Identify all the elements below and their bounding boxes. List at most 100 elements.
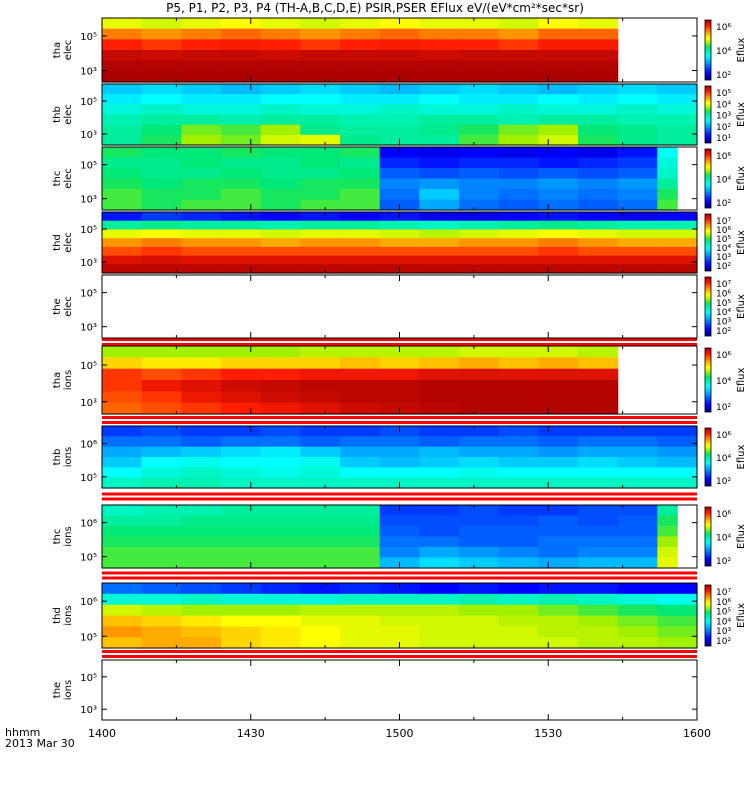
heatmap-cell: [657, 467, 698, 479]
heatmap-cell: [419, 238, 460, 248]
heatmap-cell: [578, 457, 619, 468]
heatmap-cell: [260, 134, 301, 146]
heatmap-cell: [340, 134, 381, 146]
heatmap-cell: [617, 168, 658, 180]
heatmap-cell: [102, 94, 143, 105]
fill-band: [102, 571, 697, 575]
heatmap-cell: [181, 71, 222, 83]
heatmap-cell: [300, 39, 341, 51]
colorbar-tick-label: 10²: [716, 557, 731, 567]
heatmap-cell: [141, 178, 182, 190]
heatmap-cell: [102, 615, 143, 627]
heatmap-cell: [221, 134, 262, 146]
heatmap-cell: [498, 446, 539, 458]
heatmap-cell: [419, 477, 460, 489]
heatmap-cell: [657, 583, 698, 595]
heatmap-cell: [617, 94, 658, 105]
heatmap-cell: [657, 104, 698, 116]
heatmap-cell: [141, 637, 182, 649]
heatmap-cell: [340, 39, 381, 51]
heatmap-cell: [260, 71, 301, 83]
heatmap-cell: [260, 457, 301, 468]
heatmap-cell: [340, 446, 381, 458]
heatmap-cell: [657, 157, 678, 169]
heatmap-cell: [459, 71, 500, 83]
heatmap-cell: [181, 593, 222, 606]
heatmap-cell: [578, 264, 619, 274]
heatmap-cell: [578, 168, 619, 180]
heatmap-cell: [300, 536, 341, 548]
heatmap-cell: [181, 50, 222, 62]
colorbar-tick-label: 10⁶: [716, 289, 731, 299]
heatmap-cell: [141, 114, 182, 126]
heatmap-cell: [459, 178, 500, 190]
heatmap-cell: [379, 526, 420, 538]
heatmap-cell: [260, 380, 301, 392]
heatmap-cell: [498, 114, 539, 126]
colorbar-tick-label: 10⁵: [716, 608, 731, 618]
heatmap-cell: [538, 457, 579, 468]
heatmap-cell: [617, 536, 658, 548]
heatmap-cell: [538, 229, 579, 239]
heatmap-cell: [141, 39, 182, 51]
heatmap-cell: [260, 157, 301, 169]
time-tick-label: 1500: [386, 727, 414, 740]
heatmap-cell: [578, 212, 619, 222]
heatmap-cell: [578, 71, 619, 83]
heatmap-cell: [578, 178, 619, 190]
heatmap-cell: [340, 526, 381, 538]
colorbar-tick-label: 10⁵: [716, 299, 731, 309]
heatmap-cell: [340, 199, 381, 211]
fill-band: [102, 655, 697, 658]
colorbar-title: Eflux: [736, 444, 747, 469]
heatmap-cell: [141, 255, 182, 265]
heatmap-cell: [538, 84, 579, 95]
heatmap-cell: [102, 357, 143, 370]
heatmap-cell: [260, 477, 301, 489]
heatmap-cell: [498, 526, 539, 538]
colorbar-tick-label: 10²: [716, 262, 731, 272]
heatmap-cell: [419, 557, 460, 569]
heatmap-cell: [498, 593, 539, 606]
heatmap-cell: [340, 380, 381, 392]
panel-label-probe: thb: [52, 449, 63, 466]
heatmap-cell: [498, 426, 539, 437]
heatmap-cell: [578, 147, 619, 159]
heatmap-cell: [657, 526, 678, 538]
heatmap-cell: [141, 264, 182, 274]
heatmap-cell: [340, 71, 381, 83]
time-tick-label: 1600: [683, 727, 711, 740]
heatmap-cell: [498, 264, 539, 274]
heatmap-cell: [300, 615, 341, 627]
heatmap-cell: [617, 615, 658, 627]
heatmap-cell: [181, 477, 222, 489]
heatmap-cell: [102, 477, 143, 489]
heatmap-cell: [498, 547, 539, 559]
heatmap-cell: [538, 391, 579, 404]
heatmap-cell: [102, 380, 143, 392]
panel-label-species: elec: [63, 104, 74, 125]
heatmap-cell: [578, 346, 619, 358]
heatmap-cell: [102, 436, 143, 448]
heatmap-cell: [419, 515, 460, 527]
heatmap-cell: [221, 368, 262, 381]
heatmap-cell: [578, 114, 619, 126]
heatmap-cell: [459, 147, 500, 159]
heatmap-cell: [340, 124, 381, 136]
heatmap-cell: [181, 229, 222, 239]
heatmap-cell: [340, 60, 381, 72]
colorbar-tick-label: 10⁴: [716, 377, 731, 387]
heatmap-cell: [538, 446, 579, 458]
heatmap-cell: [419, 526, 460, 538]
heatmap-cell: [578, 426, 619, 437]
heatmap-cell: [141, 391, 182, 404]
heatmap-cell: [578, 255, 619, 265]
colorbar-tick-label: 10²: [716, 123, 731, 133]
heatmap-cell: [340, 84, 381, 95]
heatmap-cell: [102, 593, 143, 606]
heatmap-cell: [498, 60, 539, 72]
heatmap-cell: [340, 402, 381, 415]
heatmap-cell: [300, 18, 341, 30]
colorbar: [704, 276, 712, 337]
fill-band: [102, 343, 697, 346]
